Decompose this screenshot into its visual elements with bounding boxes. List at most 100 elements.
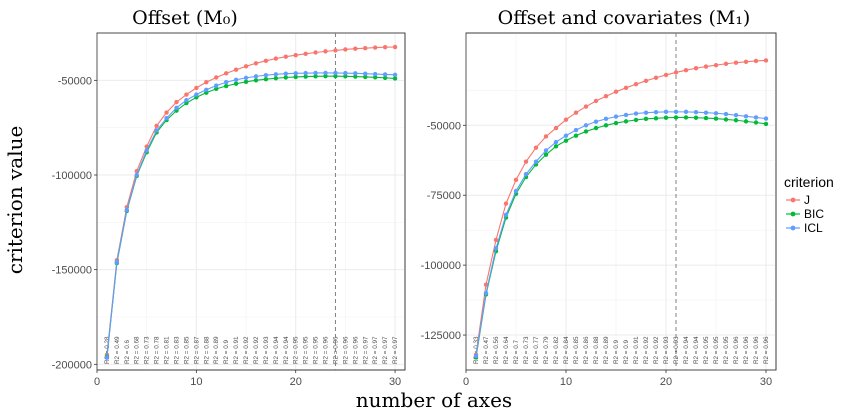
data-point — [184, 92, 189, 97]
data-point — [683, 67, 689, 73]
plot-frame — [96, 32, 406, 371]
r2-label: R2 = 0.79 — [543, 336, 550, 364]
r2-label: R2 = 0.96 — [733, 336, 740, 364]
data-point — [593, 125, 599, 131]
r2-label: R2 = 0.83 — [173, 336, 180, 364]
data-point — [293, 71, 298, 76]
r2-label: R2 = 0.95 — [723, 336, 730, 364]
data-point — [243, 79, 249, 85]
data-point — [763, 58, 769, 63]
data-point — [303, 51, 308, 57]
data-point — [343, 74, 348, 79]
x-tick-label: 30 — [389, 376, 401, 388]
data-point — [283, 71, 288, 76]
data-point — [363, 71, 368, 76]
data-point — [573, 127, 579, 133]
data-point — [263, 73, 269, 78]
data-point — [214, 83, 219, 88]
x-tick-label: 10 — [190, 376, 202, 388]
panel-title-offset-covariates: Offset and covariates (M₁) — [498, 7, 751, 29]
data-point — [583, 123, 589, 128]
data-point — [313, 50, 318, 55]
data-point — [563, 138, 569, 143]
data-point — [583, 129, 589, 134]
data-point — [653, 116, 659, 121]
data-point — [104, 355, 110, 360]
r2-label: R2 = 0.91 — [233, 336, 240, 364]
plot-border — [465, 32, 777, 371]
data-point — [194, 85, 199, 91]
data-point — [503, 212, 509, 217]
legend-key-point — [790, 197, 796, 203]
data-point — [693, 109, 699, 115]
r2-label: R2 = 0.94 — [683, 336, 690, 364]
data-point — [583, 104, 589, 109]
r2-label: R2 = 0.95 — [703, 336, 710, 364]
data-point — [174, 105, 179, 110]
r2-label: R2 = 0.82 — [553, 336, 560, 364]
r2-label: R2 = 0.95 — [313, 336, 320, 364]
data-point — [223, 71, 229, 76]
plot-border — [96, 32, 406, 371]
r2-label: R2 = 0.56 — [493, 336, 500, 364]
plot-frame — [465, 32, 777, 371]
data-point — [513, 188, 519, 194]
legend-label: ICL — [804, 221, 823, 235]
x-tick-label: 20 — [660, 376, 672, 388]
legend-entry-icl: ICL — [786, 221, 823, 235]
data-point — [683, 109, 689, 115]
data-point — [293, 52, 298, 58]
data-point — [593, 98, 599, 104]
legend-key-point — [790, 225, 796, 231]
data-point — [513, 177, 519, 183]
data-point — [194, 92, 199, 97]
data-point — [343, 47, 348, 52]
data-point — [703, 110, 709, 115]
series-icl — [473, 109, 769, 359]
data-point — [623, 112, 629, 118]
data-point — [363, 45, 368, 51]
data-point — [613, 120, 619, 126]
data-point — [233, 67, 239, 72]
series-j — [473, 58, 769, 357]
data-point — [703, 115, 709, 121]
data-point — [372, 71, 378, 77]
data-point — [743, 119, 749, 124]
data-point — [333, 48, 338, 53]
data-point — [243, 64, 249, 69]
r2-label: R2 = 0.96 — [743, 336, 750, 364]
series-icl — [104, 70, 398, 360]
data-point — [623, 119, 629, 124]
r2-label: R2 = 0.88 — [203, 336, 210, 364]
r2-label: R2 = 0.77 — [533, 336, 540, 364]
r2-label: R2 = 0.96 — [763, 336, 770, 364]
data-point — [653, 109, 659, 115]
data-point — [353, 74, 358, 79]
data-point — [603, 116, 609, 122]
data-point — [353, 71, 358, 76]
data-point — [214, 75, 219, 80]
plot-area — [96, 32, 406, 371]
r2-label: R2 = 0.89 — [603, 336, 610, 364]
data-point — [223, 83, 229, 89]
r2-label: R2 = 0.89 — [213, 336, 220, 364]
r2-label: R2 = 0.96 — [323, 336, 330, 364]
data-point — [733, 113, 739, 118]
data-point — [693, 66, 699, 71]
data-point — [263, 76, 269, 82]
data-point — [533, 159, 539, 164]
r2-label: R2 = 0.94 — [693, 336, 700, 364]
data-point — [503, 201, 509, 206]
data-point — [343, 70, 348, 76]
panel-offset-covariates: Offset and covariates (M₁) 0 10 20 30 -12500… — [421, 7, 777, 388]
data-point — [713, 116, 719, 121]
data-point — [713, 62, 719, 68]
r2-label: R2 = 0.97 — [362, 336, 369, 364]
r2-label: R2 = 0.9 — [623, 340, 630, 364]
y-tick-label: -200000 — [52, 359, 92, 371]
data-point — [753, 115, 759, 120]
data-point — [382, 44, 388, 50]
r2-label: R2 = 0.97 — [392, 336, 399, 364]
data-point — [313, 70, 318, 76]
